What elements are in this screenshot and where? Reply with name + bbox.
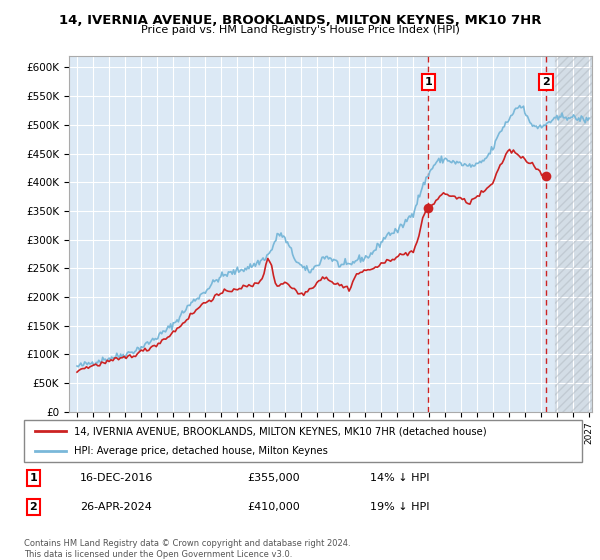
Text: 19% ↓ HPI: 19% ↓ HPI [370, 502, 430, 512]
Text: 26-APR-2024: 26-APR-2024 [80, 502, 152, 512]
Text: £410,000: £410,000 [247, 502, 300, 512]
Text: 16-DEC-2016: 16-DEC-2016 [80, 473, 153, 483]
Text: 2: 2 [542, 77, 550, 87]
Text: 1: 1 [29, 473, 37, 483]
Bar [556, 56, 592, 412]
Text: Contains HM Land Registry data © Crown copyright and database right 2024.
This d: Contains HM Land Registry data © Crown c… [24, 539, 350, 559]
Text: 2: 2 [29, 502, 37, 512]
Text: 14, IVERNIA AVENUE, BROOKLANDS, MILTON KEYNES, MK10 7HR (detached house): 14, IVERNIA AVENUE, BROOKLANDS, MILTON K… [74, 426, 487, 436]
Bar [556, 56, 592, 412]
Text: Price paid vs. HM Land Registry's House Price Index (HPI): Price paid vs. HM Land Registry's House … [140, 25, 460, 35]
Text: 14% ↓ HPI: 14% ↓ HPI [370, 473, 430, 483]
Text: £355,000: £355,000 [247, 473, 300, 483]
Text: HPI: Average price, detached house, Milton Keynes: HPI: Average price, detached house, Milt… [74, 446, 328, 456]
Text: 1: 1 [424, 77, 432, 87]
Text: 14, IVERNIA AVENUE, BROOKLANDS, MILTON KEYNES, MK10 7HR: 14, IVERNIA AVENUE, BROOKLANDS, MILTON K… [59, 14, 541, 27]
